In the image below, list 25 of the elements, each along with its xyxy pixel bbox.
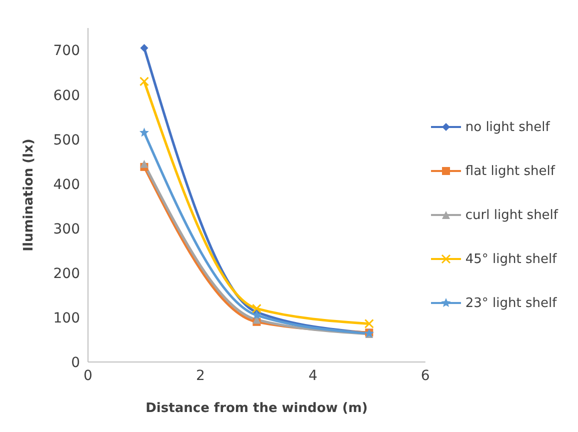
- y-tick-label: 400: [53, 176, 80, 193]
- y-tick-label: 600: [53, 88, 80, 104]
- legend-label: no light shelf: [465, 120, 550, 134]
- point: [364, 318, 374, 328]
- y-tick-label: 300: [53, 221, 80, 238]
- point: [139, 128, 149, 137]
- x-tick-label: 2: [196, 368, 205, 384]
- point: [139, 76, 149, 86]
- y-tick-label: 100: [53, 310, 80, 326]
- point: [252, 304, 262, 314]
- x-axis-title: Distance from the window (m): [146, 401, 368, 416]
- y-tick-label: 200: [53, 266, 80, 282]
- x-tick-label: 0: [84, 368, 92, 384]
- legend-label: curl light shelf: [465, 208, 558, 222]
- x-tick-label: 6: [420, 368, 430, 384]
- point: [140, 160, 148, 168]
- x-tick-label: 4: [308, 368, 318, 384]
- y-tick-label: 0: [71, 354, 80, 371]
- legend-label: 23° light shelf: [465, 296, 557, 310]
- y-tick-label: 700: [53, 43, 80, 60]
- legend-label: 45° light shelf: [465, 252, 557, 266]
- legend-label: flat light shelf: [465, 164, 555, 178]
- point: [140, 44, 148, 52]
- y-axis-title: Ilumination (lx): [22, 138, 37, 252]
- y-tick-label: 500: [53, 132, 80, 148]
